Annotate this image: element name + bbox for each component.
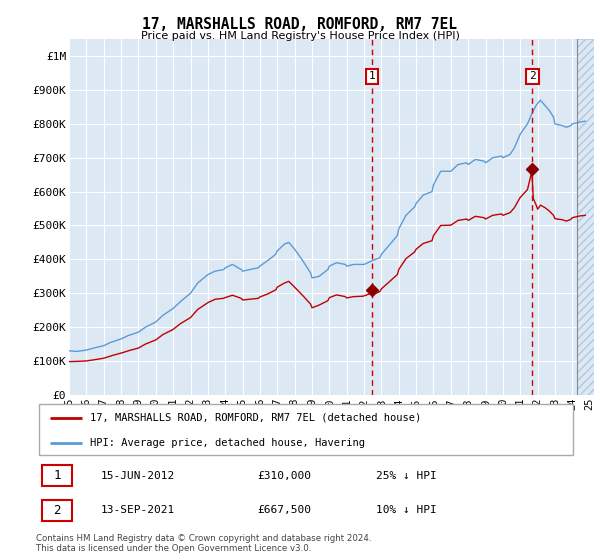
- Text: 1: 1: [53, 469, 61, 482]
- FancyBboxPatch shape: [43, 500, 72, 521]
- Text: £667,500: £667,500: [257, 505, 311, 515]
- Text: 13-SEP-2021: 13-SEP-2021: [101, 505, 175, 515]
- Text: 17, MARSHALLS ROAD, ROMFORD, RM7 7EL: 17, MARSHALLS ROAD, ROMFORD, RM7 7EL: [143, 17, 458, 32]
- Text: 2: 2: [529, 72, 536, 81]
- Text: £310,000: £310,000: [257, 470, 311, 480]
- Text: 25% ↓ HPI: 25% ↓ HPI: [376, 470, 437, 480]
- FancyBboxPatch shape: [43, 465, 72, 486]
- Text: 17, MARSHALLS ROAD, ROMFORD, RM7 7EL (detached house): 17, MARSHALLS ROAD, ROMFORD, RM7 7EL (de…: [90, 413, 421, 423]
- Text: Contains HM Land Registry data © Crown copyright and database right 2024.
This d: Contains HM Land Registry data © Crown c…: [36, 534, 371, 553]
- Text: 1: 1: [368, 72, 376, 81]
- Text: 15-JUN-2012: 15-JUN-2012: [101, 470, 175, 480]
- Text: Price paid vs. HM Land Registry's House Price Index (HPI): Price paid vs. HM Land Registry's House …: [140, 31, 460, 41]
- FancyBboxPatch shape: [39, 404, 574, 455]
- Bar: [577, 39, 594, 395]
- Text: 10% ↓ HPI: 10% ↓ HPI: [376, 505, 437, 515]
- Text: 2: 2: [53, 503, 61, 516]
- Text: HPI: Average price, detached house, Havering: HPI: Average price, detached house, Have…: [90, 438, 365, 448]
